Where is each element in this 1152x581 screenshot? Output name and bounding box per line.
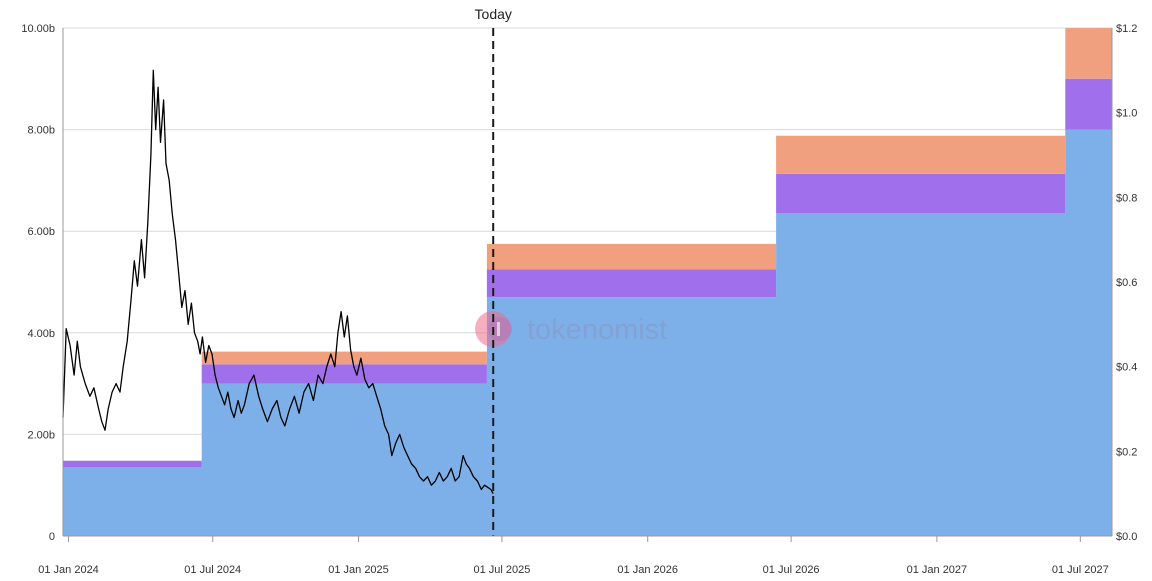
- x-tick-label: 01 Jan 2027: [907, 564, 968, 576]
- x-tick-label: 01 Jul 2024: [184, 564, 241, 576]
- watermark-text: tokenomist: [527, 314, 667, 346]
- x-tick-label: 01 Jul 2027: [1052, 564, 1109, 576]
- y-left-tick-label: 8.00b: [27, 125, 55, 137]
- x-tick-label: 01 Jul 2026: [763, 564, 820, 576]
- y-left-tick-label: 4.00b: [27, 328, 55, 340]
- x-tick-label: 01 Jan 2026: [617, 564, 678, 576]
- y-right-tick-label: $1.2: [1116, 23, 1137, 35]
- axes: 0 2.00b 4.00b 6.00b 8.00b 10.00b $0.0 $0.2 $0.4 $…: [21, 23, 1137, 576]
- watermark: tokenomist: [475, 311, 667, 347]
- today-label: Today: [475, 6, 512, 22]
- stacked-step-areas: [63, 28, 1112, 536]
- y-right-tick-label: $0.6: [1116, 277, 1137, 289]
- y-left-tick-label: 2.00b: [27, 429, 55, 441]
- y-right-tick-label: $1.0: [1116, 108, 1137, 120]
- x-tick-label: 01 Jan 2025: [328, 564, 389, 576]
- y-right-tick-label: $0.0: [1116, 531, 1137, 543]
- y-left-tick-label: 6.00b: [27, 226, 55, 238]
- area-series-3: [63, 28, 1112, 461]
- price-line: [62, 69, 494, 495]
- x-tick-label: 01 Jan 2024: [38, 564, 99, 576]
- x-tick-label: 01 Jul 2025: [473, 564, 530, 576]
- today-marker: Today: [475, 6, 512, 536]
- watermark-logo-mark-icon: [497, 322, 500, 336]
- y-right-tick-label: $0.8: [1116, 192, 1137, 204]
- y-right-tick-label: $0.2: [1116, 446, 1137, 458]
- area-series-2: [63, 78, 1112, 468]
- y-left-tick-label: 10.00b: [21, 23, 55, 35]
- area-series-1: [63, 129, 1112, 536]
- y-left-tick-label: 0: [49, 531, 55, 543]
- y-right-tick-label: $0.4: [1116, 362, 1137, 374]
- price-line-group: [62, 69, 494, 495]
